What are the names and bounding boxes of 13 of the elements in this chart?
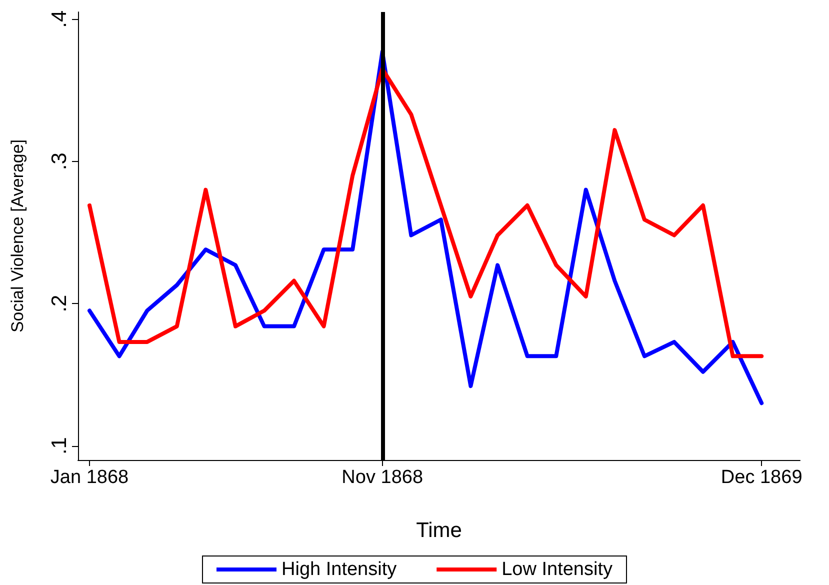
line-series [88, 66, 764, 358]
x-tick-label: Jan 1868 [50, 467, 129, 488]
legend-label: High Intensity [281, 559, 398, 580]
x-axis-title: Time [416, 519, 462, 542]
y-tick-label: .1 [48, 437, 71, 455]
line-series [88, 50, 764, 406]
legend-label: Low Intensity [502, 559, 614, 580]
y-tick-label: .3 [48, 152, 71, 170]
y-tick-label: .2 [48, 294, 71, 312]
x-tick-label: Nov 1868 [342, 467, 424, 488]
y-axis-title: Social Violence [Average] [8, 139, 27, 333]
x-tick-label: Dec 1869 [720, 467, 802, 488]
y-tick-label: .4 [48, 10, 71, 28]
